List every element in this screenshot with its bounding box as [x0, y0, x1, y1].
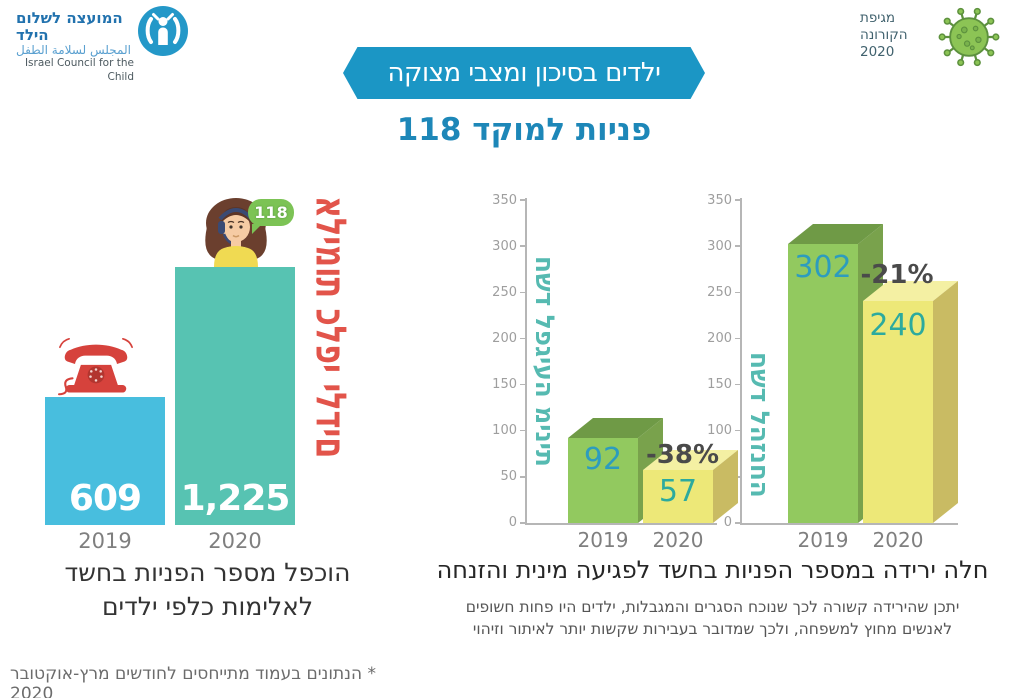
y-tick: 50	[492, 469, 526, 484]
speech-bubble-118: 118	[248, 199, 294, 226]
bar-front-face	[643, 470, 713, 523]
y-tick: 200	[492, 331, 526, 346]
bar-front-face	[863, 301, 933, 523]
bar-front-face	[788, 244, 858, 523]
value-neglect-2020: 240	[869, 308, 927, 343]
corona-line-2: הקורונה	[860, 26, 908, 43]
y-tick: 300	[492, 239, 526, 254]
page-title: ילדים בסיכון ומצבי מצוקה	[387, 58, 661, 88]
virus-icon	[936, 4, 1002, 70]
bar-violence-2019	[45, 397, 165, 525]
title-banner: ילדים בסיכון ומצבי מצוקה	[343, 47, 705, 99]
chart-title-neglect-vertical: החנזהל דשח	[744, 352, 775, 498]
y-tick: 100	[492, 423, 526, 438]
value-neglect-2019: 302	[794, 250, 852, 285]
right-chart-caption-heading: חלה ירידה במספר הפניות בחשד לפגיעה מינית…	[436, 556, 989, 584]
category-sexual-abuse-2020: 2020	[652, 528, 704, 552]
corona-line-1: מגיפת	[860, 10, 896, 26]
chart-title-sexual-abuse-vertical: תינימ העיגפל דשח	[529, 256, 560, 467]
change-label-neglect: -21%	[860, 260, 934, 290]
category-neglect-2020: 2020	[872, 528, 924, 552]
speech-bubble-tail	[252, 224, 262, 234]
council-logo-icon	[138, 6, 188, 56]
change-label-sexual-abuse: -38%	[646, 440, 720, 470]
left-caption-line-2: לאלימות כלפי ילדים	[101, 591, 314, 621]
right-caption-line-1: יתכן שהירידה קשורה לכך שנוכח הסגרים והמג…	[465, 598, 960, 616]
right-chart-caption-body: יתכן שהירידה קשורה לכך שנוכח הסגרים והמג…	[430, 596, 995, 641]
value-violence-2019: 609	[68, 478, 142, 519]
y-tick: 100	[707, 423, 741, 438]
y-tick: 150	[707, 377, 741, 392]
corona-badge-text: מגיפת הקורונה 2020	[860, 10, 932, 61]
middle-chart-y-ticks: 350 300 250 200 150 100 50 0	[492, 193, 526, 530]
y-tick: 300	[707, 239, 741, 254]
category-sexual-abuse-2019: 2019	[577, 528, 629, 552]
red-rotary-phone-icon	[54, 331, 138, 397]
bar-sexual-abuse-2020	[643, 449, 738, 523]
bar-sexual-abuse-2019	[568, 417, 663, 523]
value-violence-2020: 1,225	[180, 478, 291, 519]
value-sexual-abuse-2020: 57	[658, 474, 698, 509]
middle-chart-y-axis	[525, 198, 527, 524]
y-tick: 350	[707, 193, 741, 208]
y-tick: 200	[707, 331, 741, 346]
category-neglect-2019: 2019	[797, 528, 849, 552]
logo-title-english: Israel Council for the Child	[24, 57, 134, 83]
y-tick: 150	[492, 377, 526, 392]
footnote: * הנתונים בעמוד מתייחסים לחודשים מרץ-אוק…	[10, 664, 376, 698]
y-tick: 0	[492, 515, 526, 530]
middle-chart-x-axis	[525, 523, 717, 525]
y-tick: 0	[707, 515, 741, 530]
y-tick: 250	[707, 285, 741, 300]
bar-front-face	[568, 438, 638, 523]
category-violence-2019: 2019	[78, 529, 132, 553]
category-violence-2020: 2020	[208, 529, 262, 553]
bar-neglect-2019	[788, 223, 883, 523]
corona-line-3: 2020	[860, 43, 895, 60]
chart-title-violence-vertical: םידלי יפלכ תומילא	[306, 196, 356, 459]
logo-title-arabic: المجلس لسلامة الطفل	[16, 43, 131, 57]
left-caption-line-1: הוכפל מספר הפניות בחשד	[64, 558, 351, 587]
y-tick: 350	[492, 193, 526, 208]
right-chart-x-axis	[740, 523, 958, 525]
right-caption-line-2: לאנשים מחוץ למשפחה, ולכך שמדובר בעבירות …	[472, 620, 953, 639]
bar-neglect-2020	[863, 280, 958, 523]
logo-title-hebrew: המועצה לשלום הילד	[16, 9, 123, 44]
left-chart-caption: הוכפל מספר הפניות בחשד לאלימות כלפי ילדי…	[40, 556, 375, 624]
y-tick: 250	[492, 285, 526, 300]
value-sexual-abuse-2019: 92	[583, 442, 623, 477]
council-logo-text: המועצה לשלום הילד المجلس لسلامة الطفل Is…	[16, 10, 134, 84]
bar-side-face	[933, 280, 958, 523]
hotline-number: 118	[254, 203, 288, 222]
page-subtitle: פניות למוקד 118	[396, 112, 652, 148]
bar-violence-2020	[175, 267, 295, 525]
right-chart-y-axis	[740, 198, 742, 524]
